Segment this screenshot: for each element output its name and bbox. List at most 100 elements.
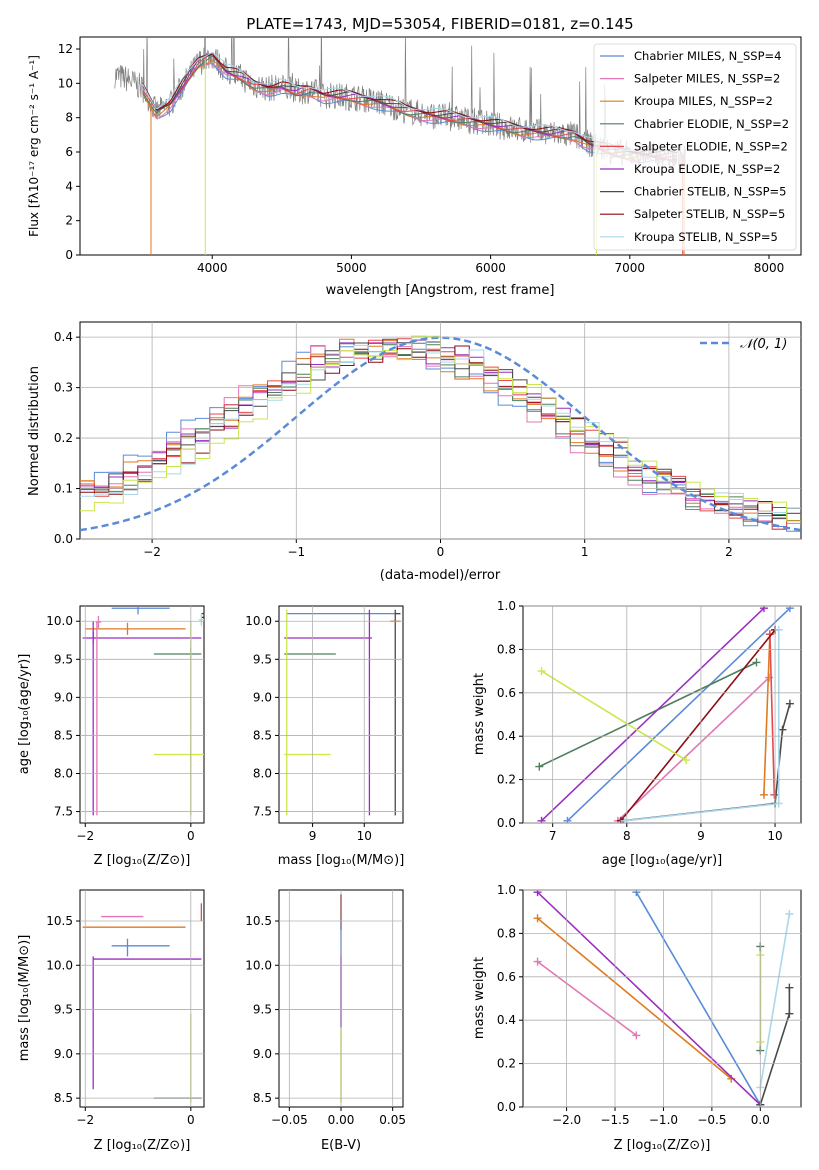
weight-vs-age-ylabel: mass weight (472, 673, 487, 755)
x-tick-label: 8000 (754, 261, 785, 275)
age-vs-mass-frame (278, 605, 404, 824)
y-tick-label: 0 (65, 248, 73, 262)
y-tick-label: 8.5 (253, 728, 272, 742)
age-vs-mass-axes: 9 10 7.5 8.0 8.5 9.0 9.5 10.0 (245, 606, 403, 843)
y-tick-label: 9.0 (54, 690, 73, 704)
y-tick-label: 0.2 (54, 431, 73, 445)
y-tick-label: 9.5 (253, 1003, 272, 1017)
weight-vs-age-xlabel: age [log₁₀(age/yr)] (602, 853, 723, 868)
weight-vs-metallicity-panel: −2.0 −1.5 −1.0 −0.5 0.0 0.0 0.2 0.4 0.6 0.8 1.0 Z … (472, 883, 802, 1153)
y-tick-label: 10.5 (245, 914, 272, 928)
age-vs-mass-panel: 9 10 7.5 8.0 8.5 9.0 9.5 10.0 mass [log₁₀(M/M⊙)… (245, 605, 404, 868)
spectrum-axes: 4000 5000 6000 7000 8000 0 2 4 6 8 10 12 (58, 42, 785, 275)
spectrum-ylabel: Flux [fλ10⁻¹⁷ erg cm⁻² s⁻¹ A⁻¹] (27, 55, 41, 237)
mass-vs-extinction-xlabel: E(B-V) (321, 1138, 361, 1153)
age-vs-mass-plot (284, 609, 401, 816)
legend-label: Chabrier MILES, N_SSP=4 (634, 49, 781, 63)
weight-line (538, 661, 757, 768)
y-tick-label: 8.0 (54, 767, 73, 781)
legend-label: Kroupa STELIB, N_SSP=5 (634, 230, 778, 244)
weight-marker (785, 699, 794, 708)
residual-axes: −2 −1 0 1 2 0.0 0.1 0.2 0.3 0.4 (54, 322, 801, 559)
weight-marker (774, 799, 783, 808)
y-tick-label: 10.0 (46, 958, 73, 972)
weight-marker (537, 667, 546, 676)
model-spectrum-line (142, 53, 678, 159)
x-tick-label: −1 (287, 545, 305, 559)
model-spectrum-line (142, 54, 678, 155)
weight-marker (752, 658, 761, 667)
legend-label: Salpeter MILES, N_SSP=2 (634, 72, 780, 86)
weight-marker (537, 816, 546, 823)
spectrum-frame (79, 36, 802, 256)
residual-ylabel: Normed distribution (27, 366, 42, 496)
x-tick-label: 6000 (475, 261, 506, 275)
y-tick-label: 9.5 (54, 1003, 73, 1017)
weight-marker (533, 890, 542, 897)
weight-line (620, 629, 776, 822)
x-tick-label: −2 (76, 1113, 94, 1127)
legend-label: Salpeter ELODIE, N_SSP=2 (634, 139, 788, 153)
x-tick-label: 0 (187, 829, 195, 843)
weight-marker (632, 1031, 641, 1040)
x-tick-label: 8 (623, 829, 631, 843)
x-tick-label: 7000 (615, 261, 646, 275)
legend-label: Kroupa ELODIE, N_SSP=2 (634, 162, 780, 176)
legend-label: Chabrier ELODIE, N_SSP=2 (634, 117, 789, 131)
mass-vs-metallicity-xlabel: Z [log₁₀(Z/Z⊙)] (94, 1138, 191, 1153)
y-tick-label: 4 (65, 179, 73, 193)
x-tick-label: 0.00 (328, 1113, 355, 1127)
residual-panel: −2 −1 0 1 2 0.0 0.1 0.2 0.3 0.4 (data-model)/erro… (27, 321, 802, 583)
y-tick-label: 8.0 (253, 767, 272, 781)
x-tick-label: 10 (357, 829, 372, 843)
y-tick-label: 0.4 (497, 729, 516, 743)
x-tick-label: 2 (725, 545, 733, 559)
weight-vs-metallicity-frame (522, 889, 802, 1108)
y-tick-label: 0.0 (497, 1100, 516, 1114)
spectrum-xlabel: wavelength [Angstrom, rest frame] (326, 283, 555, 298)
y-tick-label: 6 (65, 145, 73, 159)
y-tick-label: 10.0 (245, 614, 272, 628)
x-tick-label: 10 (767, 829, 782, 843)
x-tick-label: −2 (143, 545, 161, 559)
x-tick-label: 0.0 (751, 1113, 770, 1127)
weight-line (769, 634, 776, 795)
weight-line (635, 891, 761, 1106)
mass-vs-metallicity-ylabel: mass [log₁₀(M/M⊙)] (17, 935, 32, 1062)
age-vs-metallicity-ylabel: age [log₁₀(age/yr)] (17, 654, 32, 775)
weight-marker (778, 725, 787, 734)
legend-label: Salpeter STELIB, N_SSP=5 (634, 207, 785, 221)
weight-vs-age-panel: 7 8 9 10 0.0 0.2 0.4 0.6 0.8 1.0 age [log₁₀(age/y… (472, 599, 802, 868)
mass-vs-metallicity-axes: −2 0 8.5 9.0 9.5 10.0 10.5 (46, 890, 204, 1127)
mass-vs-extinction-axes: −0.05 0.00 0.05 8.5 9.0 9.5 10.0 10.5 (245, 890, 406, 1127)
y-tick-label: 1.0 (497, 883, 516, 897)
weight-line (617, 677, 770, 822)
weight-line (540, 607, 765, 822)
y-tick-label: 0.4 (497, 1013, 516, 1027)
y-tick-label: 9.0 (253, 690, 272, 704)
mass-vs-metallicity-panel: −2 0 8.5 9.0 9.5 10.0 10.5 Z [log₁₀(Z/Z⊙)] mas… (17, 889, 205, 1153)
weight-line (536, 891, 761, 1106)
weight-line (537, 960, 637, 1037)
y-tick-label: 7.5 (253, 805, 272, 819)
spectrum-title: PLATE=1743, MJD=53054, FIBERID=0181, z=0… (246, 15, 633, 33)
y-tick-label: 9.0 (54, 1047, 73, 1061)
y-tick-label: 10.5 (46, 914, 73, 928)
y-tick-label: 9.5 (253, 652, 272, 666)
y-tick-label: 0.3 (54, 381, 73, 395)
weight-line (566, 607, 791, 822)
residual-legend: 𝒩(0, 1) (700, 337, 787, 352)
weight-line (541, 670, 687, 761)
weight-vs-metallicity-ylabel: mass weight (472, 957, 487, 1039)
legend-label: Chabrier STELIB, N_SSP=5 (634, 185, 786, 199)
weight-marker (770, 790, 779, 799)
x-tick-label: 9 (697, 829, 705, 843)
spectrum-legend: Chabrier MILES, N_SSP=4 Salpeter MILES, N… (593, 43, 797, 251)
weight-marker (759, 790, 768, 799)
legend-box (593, 43, 797, 251)
y-tick-label: 0.6 (497, 970, 516, 984)
y-tick-label: 10.0 (46, 614, 73, 628)
y-tick-label: 0.2 (497, 1057, 516, 1071)
x-tick-label: −0.5 (697, 1113, 726, 1127)
